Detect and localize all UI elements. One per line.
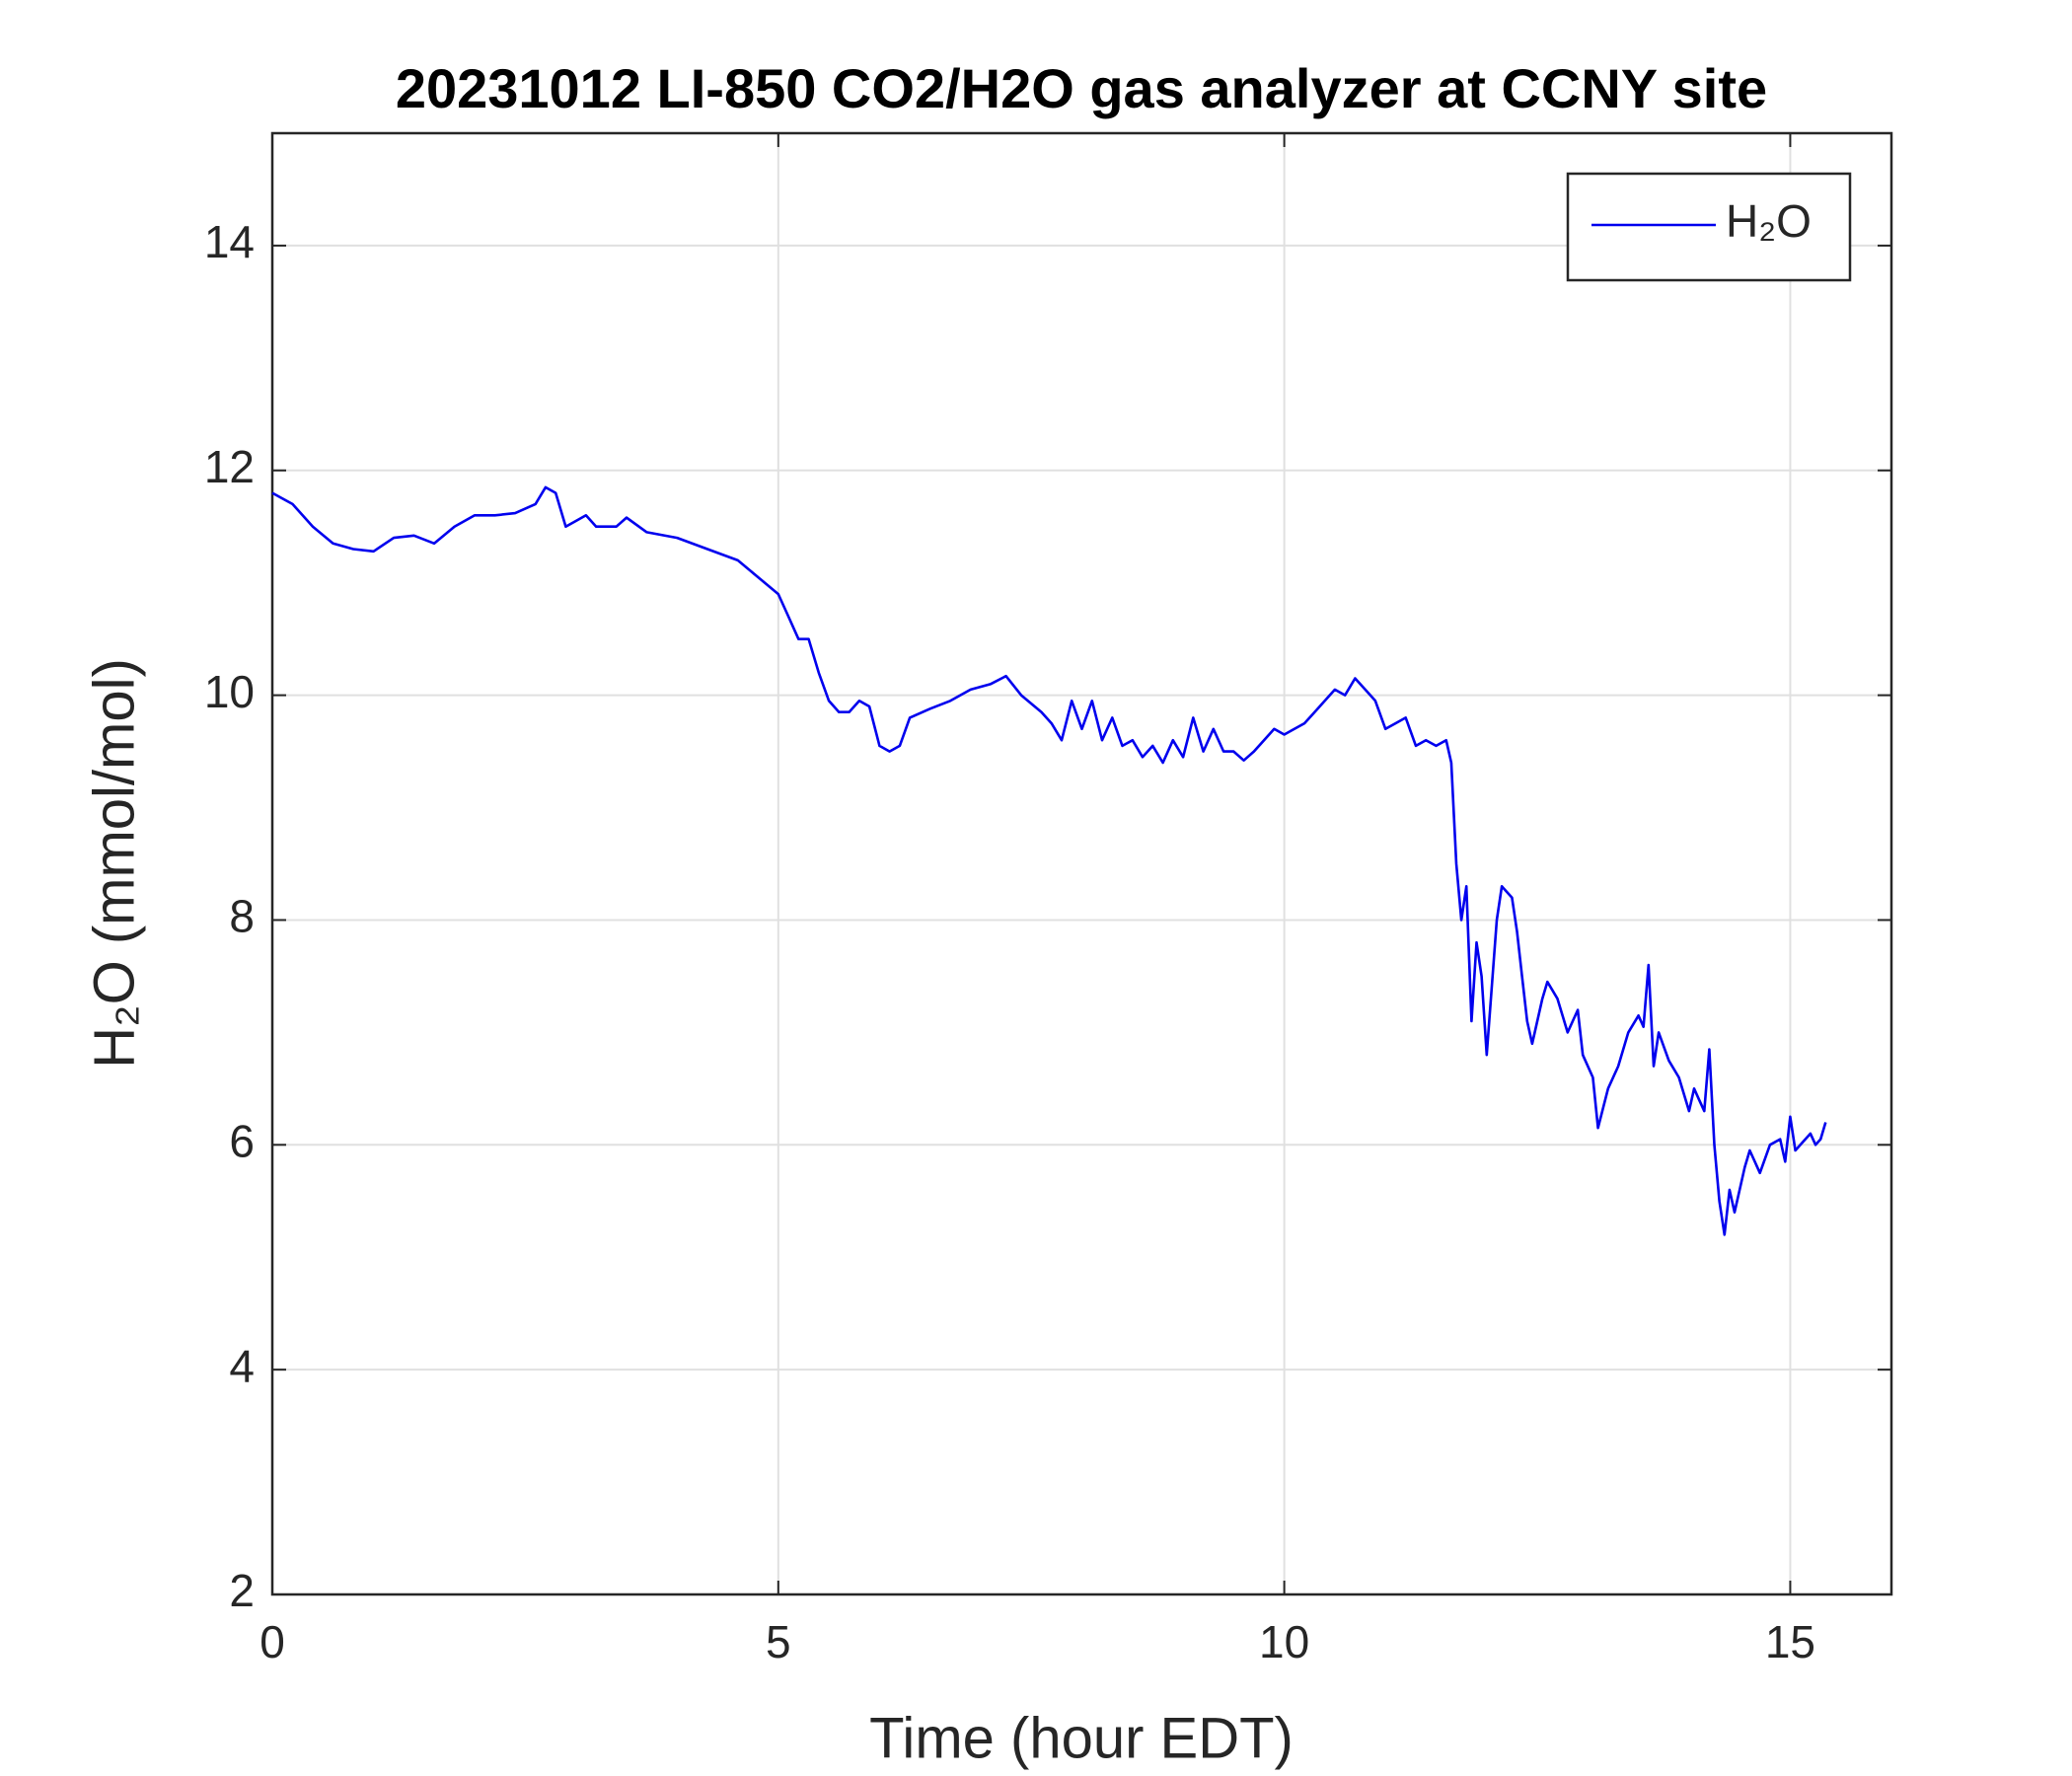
x-tick-label: 0 (259, 1616, 285, 1667)
y-axis-label: H₂O (mmol/mol) (82, 658, 146, 1069)
x-tick-label: 10 (1259, 1616, 1309, 1667)
plot-frame (270, 131, 1893, 1596)
y-tick-label: 4 (229, 1340, 255, 1391)
x-axis-label: Time (hour EDT) (869, 1706, 1294, 1770)
y-tick-label: 2 (229, 1565, 255, 1616)
y-tick-label: 8 (229, 891, 255, 942)
x-tick-label: 5 (766, 1616, 791, 1667)
x-tick-label: 15 (1765, 1616, 1815, 1667)
data-line (271, 485, 1827, 1236)
legend-label: H₂O (1726, 195, 1812, 247)
legend-box (1566, 172, 1852, 282)
y-tick-label: 6 (229, 1115, 255, 1166)
y-tick-label: 10 (204, 666, 255, 717)
y-tick-label: 12 (204, 441, 255, 492)
chart-title: 20231012 LI-850 CO2/H2O gas analyzer at … (396, 57, 1767, 119)
y-tick-label: 14 (204, 216, 255, 267)
